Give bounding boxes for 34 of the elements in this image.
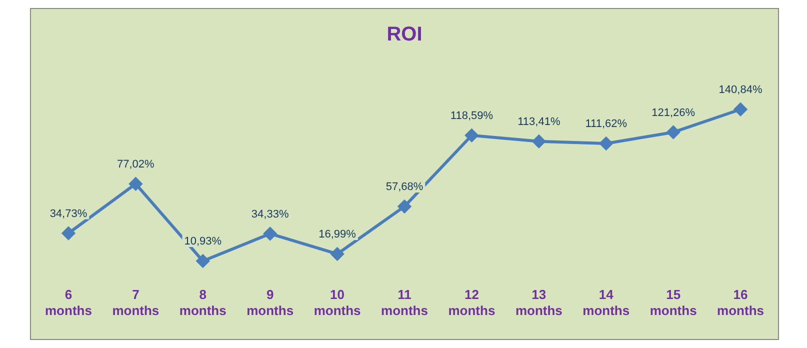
x-tick-label: 9 months [246, 287, 294, 318]
data-label: 113,41% [518, 116, 560, 128]
data-label: 111,62% [585, 118, 628, 130]
data-label: 121,26% [652, 106, 696, 119]
point [62, 226, 75, 240]
x-tick-label: 6 months [44, 287, 92, 318]
x-tick-label: 10 months [314, 287, 361, 318]
x-tick-label: 13 months [515, 287, 562, 318]
x-tick-label: 16 months [717, 287, 764, 318]
data-label: 16,99% [318, 228, 356, 240]
chart-title: ROI [386, 24, 422, 46]
x-tick-label: 15 months [650, 287, 697, 318]
point [398, 200, 411, 213]
x-tick-label: 8 months [179, 287, 226, 318]
x-tick-label: 14 months [582, 287, 630, 318]
point [666, 126, 680, 139]
point [532, 134, 546, 148]
data-label: 77,02% [117, 158, 155, 170]
point [264, 227, 277, 240]
x-tick-label: 12 months [448, 287, 496, 318]
point [196, 254, 210, 268]
point [129, 177, 142, 190]
data-label: 140,84% [718, 84, 762, 96]
x-tick-label: 7 months [112, 287, 160, 318]
data-label: 118,59% [450, 110, 494, 122]
data-label: 10,93% [184, 236, 222, 248]
point [600, 136, 613, 150]
x-tick-label: 11 months [381, 287, 428, 318]
point [465, 128, 478, 142]
point [734, 102, 748, 116]
point [330, 247, 344, 260]
data-label: 57,68% [386, 180, 424, 193]
data-label: 34,73% [50, 208, 88, 220]
data-label: 34,33% [251, 208, 289, 220]
